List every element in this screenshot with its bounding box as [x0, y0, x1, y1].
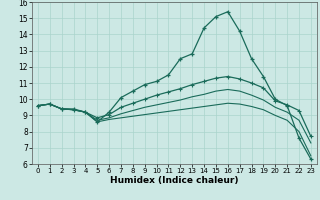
X-axis label: Humidex (Indice chaleur): Humidex (Indice chaleur)	[110, 176, 239, 185]
